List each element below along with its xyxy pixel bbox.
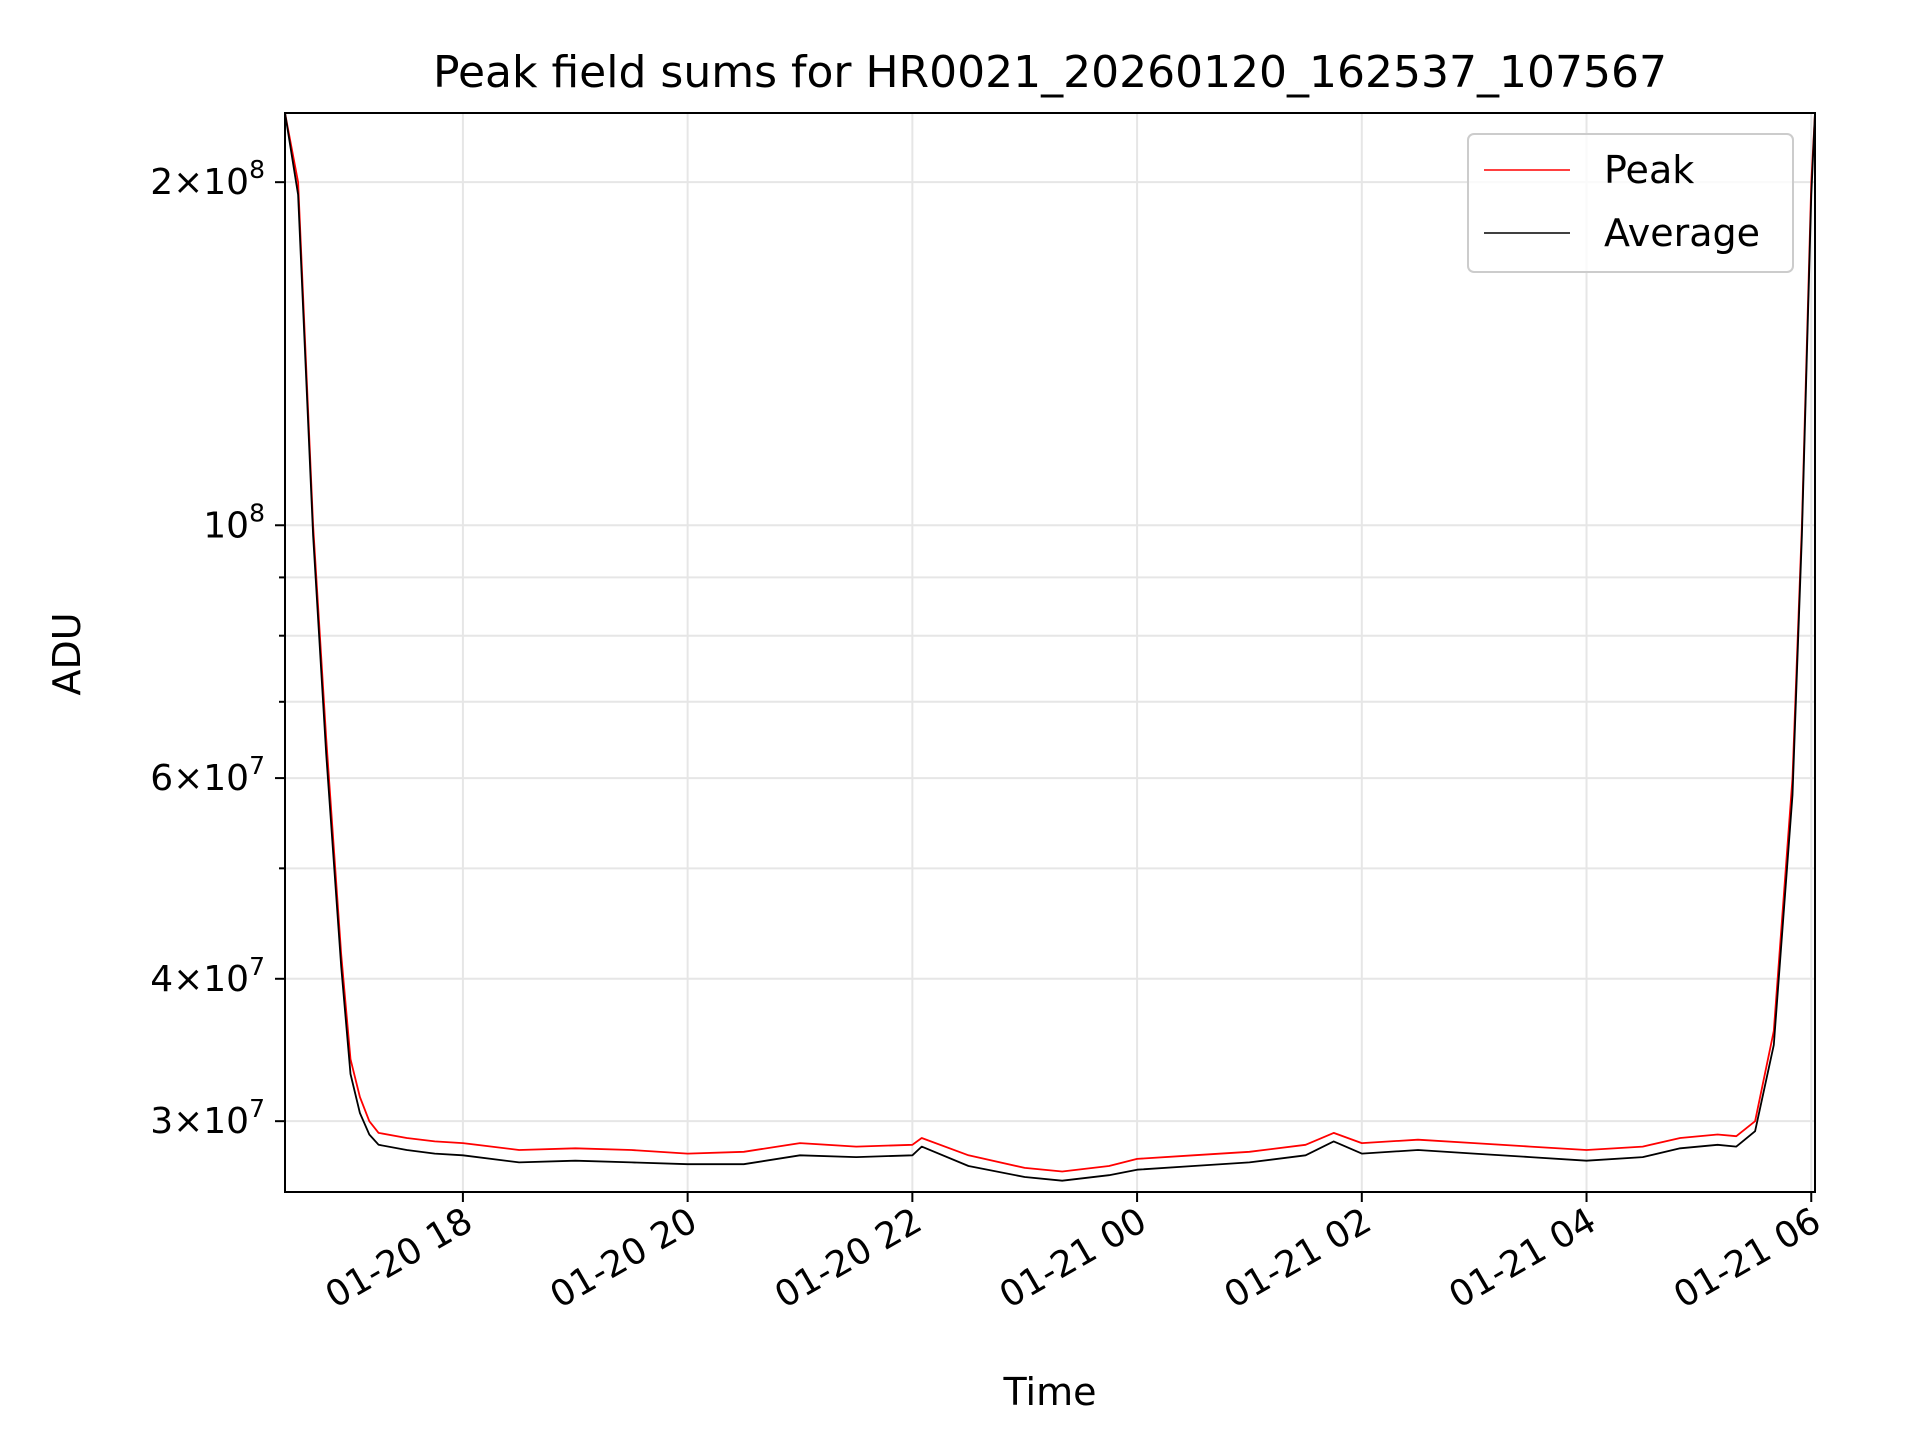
plot-frame <box>284 112 1816 1193</box>
x-axis-label: Time <box>1003 1370 1097 1414</box>
y-tick-exponent: 7 <box>249 751 265 780</box>
y-tick-times: × <box>173 959 203 1000</box>
y-tick-base: 10 <box>203 959 249 1000</box>
y-tick-exponent: 7 <box>249 952 265 981</box>
y-grid <box>285 181 1815 1123</box>
chart-title: Peak field sums for HR0021_20260120_1625… <box>433 47 1667 98</box>
y-tick-base: 10 <box>203 758 249 799</box>
y-tick-label: 2×108 <box>150 155 265 203</box>
y-tick-label: 3×107 <box>150 1094 265 1142</box>
y-tick-base: 10 <box>203 1101 249 1142</box>
legend-label-peak: Peak <box>1604 148 1694 192</box>
x-tick-label: 01-20 20 <box>543 1200 704 1316</box>
y-tick-mantissa: 3 <box>150 1101 173 1142</box>
x-tick-label: 01-21 00 <box>993 1200 1154 1316</box>
legend: Peak Average <box>1467 133 1794 273</box>
y-axis-label: ADU <box>45 612 89 695</box>
series-line-peak <box>285 113 1815 1173</box>
x-axis: 01-20 18 01-20 20 01-20 22 01-21 00 01-21 02… <box>319 1192 1828 1317</box>
x-tick-label: 01-20 18 <box>319 1200 480 1316</box>
y-tick-label: 6×107 <box>150 751 265 799</box>
y-tick-exponent: 8 <box>249 498 265 527</box>
series-line-average <box>285 113 1815 1182</box>
y-tick-mantissa: 6 <box>150 758 173 799</box>
x-tick-label: 01-21 04 <box>1442 1200 1603 1316</box>
x-tick-label: 01-20 22 <box>768 1200 929 1316</box>
y-tick-exponent: 7 <box>249 1094 265 1123</box>
x-grid <box>461 113 1813 1192</box>
y-tick-mantissa: 4 <box>150 959 173 1000</box>
x-tick-label: 01-21 06 <box>1667 1200 1828 1316</box>
y-tick-exponent: 8 <box>249 155 265 184</box>
y-tick-base: 10 <box>203 162 249 203</box>
y-tick-label: 108 <box>203 498 265 546</box>
y-tick-mantissa: 2 <box>150 162 173 203</box>
y-tick-times: × <box>173 1101 203 1142</box>
series-layer <box>285 113 1815 1182</box>
x-tick-label: 01-21 02 <box>1218 1200 1379 1316</box>
y-tick-base: 10 <box>203 505 249 546</box>
y-tick-label: 4×107 <box>150 952 265 1000</box>
y-tick-times: × <box>173 162 203 203</box>
legend-box <box>1467 133 1794 273</box>
y-tick-times: × <box>173 758 203 799</box>
legend-label-average: Average <box>1604 211 1760 255</box>
